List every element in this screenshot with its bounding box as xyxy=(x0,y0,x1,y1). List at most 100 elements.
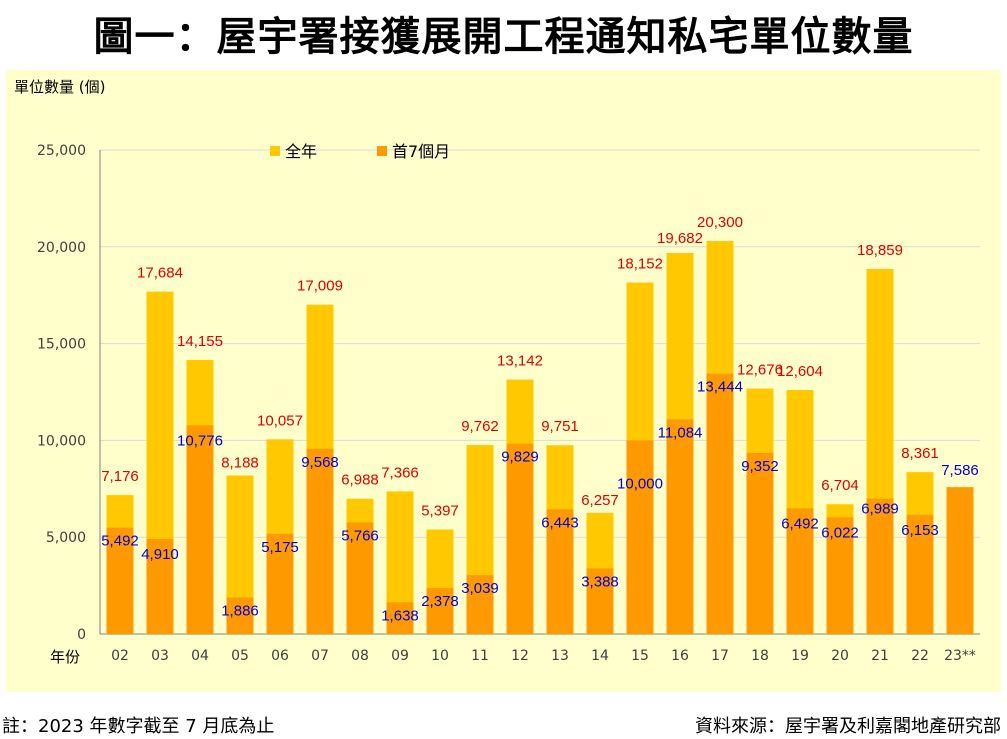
data-label-first-7-months: 9,352 xyxy=(741,458,779,475)
data-label-first-7-months: 6,492 xyxy=(781,515,819,532)
data-label-first-7-months: 4,910 xyxy=(141,546,179,563)
data-label-full-year: 18,152 xyxy=(617,256,663,273)
data-label-full-year: 13,142 xyxy=(497,353,543,370)
x-tick-label: 08 xyxy=(351,648,369,664)
data-label-first-7-months: 3,039 xyxy=(461,580,499,597)
data-label-first-7-months: 6,989 xyxy=(861,501,899,518)
x-tick-label: 12 xyxy=(511,648,529,664)
data-label-first-7-months: 6,153 xyxy=(901,522,939,539)
bar-first-7-months xyxy=(786,508,814,634)
data-label-first-7-months: 1,638 xyxy=(381,607,419,624)
bar-first-7-months xyxy=(226,597,254,634)
x-tick-label: 22 xyxy=(911,648,929,664)
x-tick-label: 14 xyxy=(591,648,609,664)
y-tick-labels: 0 5,000 10,000 15,000 20,000 25,000 xyxy=(37,143,86,643)
x-tick-label: 21 xyxy=(871,648,889,664)
x-tick-label: 16 xyxy=(671,648,689,664)
y-tick-label: 10,000 xyxy=(37,433,86,449)
data-label-full-year: 9,762 xyxy=(461,418,499,435)
data-label-full-year: 5,397 xyxy=(421,503,459,520)
bar-first-7-months xyxy=(266,533,294,634)
bar-first-7-months xyxy=(506,443,534,634)
chart-title: 圖一：屋宇署接獲展開工程通知私宅單位數量 xyxy=(93,14,914,60)
x-axis-label: 年份 xyxy=(50,648,80,666)
legend-label: 全年 xyxy=(285,142,317,161)
data-label-full-year: 17,009 xyxy=(297,278,343,295)
bar-first-7-months xyxy=(546,509,574,634)
legend-swatch xyxy=(270,146,280,156)
bar-first-7-months xyxy=(866,498,894,634)
data-label-first-7-months: 10,776 xyxy=(177,432,223,449)
data-label-full-year: 6,257 xyxy=(581,492,619,509)
bars xyxy=(106,240,974,634)
data-label-full-year: 8,188 xyxy=(221,454,259,471)
x-tick-label: 04 xyxy=(191,648,209,664)
bar-first-7-months xyxy=(666,419,694,634)
data-label-full-year: 14,155 xyxy=(177,333,223,350)
data-label-full-year: 10,057 xyxy=(257,412,303,429)
data-label-first-7-months: 2,378 xyxy=(421,593,459,610)
x-tick-labels: 02 03 04 05 06 07 08 09 10 11 12 13 14 15 16 17 18 19 20 21… xyxy=(111,648,976,664)
bar-first-7-months xyxy=(346,522,374,634)
legend-label: 首7個月 xyxy=(392,142,450,161)
bar-first-7-months xyxy=(746,452,774,634)
data-label-first-7-months: 3,388 xyxy=(581,573,619,590)
data-label-full-year: 9,751 xyxy=(541,418,579,435)
legend-swatch xyxy=(377,146,387,156)
y-tick-label: 20,000 xyxy=(37,240,86,256)
data-label-first-7-months: 1,886 xyxy=(221,602,259,619)
data-label-full-year: 7,366 xyxy=(381,464,419,481)
data-label-full-year: 8,361 xyxy=(901,445,939,462)
data-labels: 7,176 5,492 17,684 4,910 14,155 10,776 8,188 1,… xyxy=(101,214,979,624)
data-label-full-year: 6,704 xyxy=(821,477,859,494)
y-tick-label: 25,000 xyxy=(37,143,86,159)
data-label-first-7-months: 9,829 xyxy=(501,449,539,466)
x-tick-label: 07 xyxy=(311,648,329,664)
y-tick-label: 0 xyxy=(77,627,86,643)
bar-first-7-months xyxy=(826,517,854,634)
y-tick-label: 5,000 xyxy=(46,530,86,546)
bar-first-7-months xyxy=(946,487,974,634)
source-note: 資料來源：屋宇署及利嘉閣地產研究部 xyxy=(695,716,1001,737)
x-tick-label: 15 xyxy=(631,648,649,664)
data-label-full-year: 20,300 xyxy=(697,214,743,231)
data-label-first-7-months: 11,084 xyxy=(658,424,703,441)
data-label-first-7-months: 5,492 xyxy=(101,533,139,550)
data-label-first-7-months: 10,000 xyxy=(617,475,663,492)
data-label-full-year: 7,176 xyxy=(101,468,139,485)
bar-first-7-months xyxy=(626,440,654,634)
bar-first-7-months xyxy=(386,602,414,634)
data-label-full-year: 19,682 xyxy=(657,230,703,247)
x-tick-label: 19 xyxy=(791,648,809,664)
bar-first-7-months xyxy=(466,575,494,634)
x-tick-label: 13 xyxy=(551,648,569,664)
data-label-full-year: 12,604 xyxy=(777,363,823,380)
x-tick-label: 11 xyxy=(471,648,489,664)
bar-first-7-months xyxy=(186,425,214,634)
data-label-full-year: 12,676 xyxy=(737,362,783,379)
y-tick-label: 15,000 xyxy=(37,337,86,353)
data-label-first-7-months: 6,443 xyxy=(541,514,579,531)
bar-first-7-months xyxy=(106,527,134,634)
footnote: 註：2023 年數字截至 7 月底為止 xyxy=(2,716,275,737)
bar-first-7-months xyxy=(306,448,334,634)
data-label-full-year: 6,988 xyxy=(341,472,379,489)
x-tick-label: 02 xyxy=(111,648,129,664)
data-label-full-year: 18,859 xyxy=(857,242,903,259)
data-label-first-7-months: 13,444 xyxy=(697,379,743,396)
data-label-first-7-months: 9,568 xyxy=(301,454,339,471)
legend: 全年 首7個月 xyxy=(270,142,450,161)
bar-first-7-months xyxy=(906,514,934,634)
x-tick-label: 10 xyxy=(431,648,449,664)
bar-first-7-months xyxy=(706,373,734,634)
x-tick-label: 05 xyxy=(231,648,249,664)
x-tick-label: 17 xyxy=(711,648,729,664)
data-label-first-7-months: 5,766 xyxy=(341,527,379,544)
data-label-first-7-months: 7,586 xyxy=(941,462,979,479)
x-tick-label: 03 xyxy=(151,648,169,664)
data-label-full-year: 17,684 xyxy=(137,265,183,282)
x-tick-label: 09 xyxy=(391,648,409,664)
bar-first-7-months xyxy=(426,587,454,634)
x-tick-label: 18 xyxy=(751,648,769,664)
